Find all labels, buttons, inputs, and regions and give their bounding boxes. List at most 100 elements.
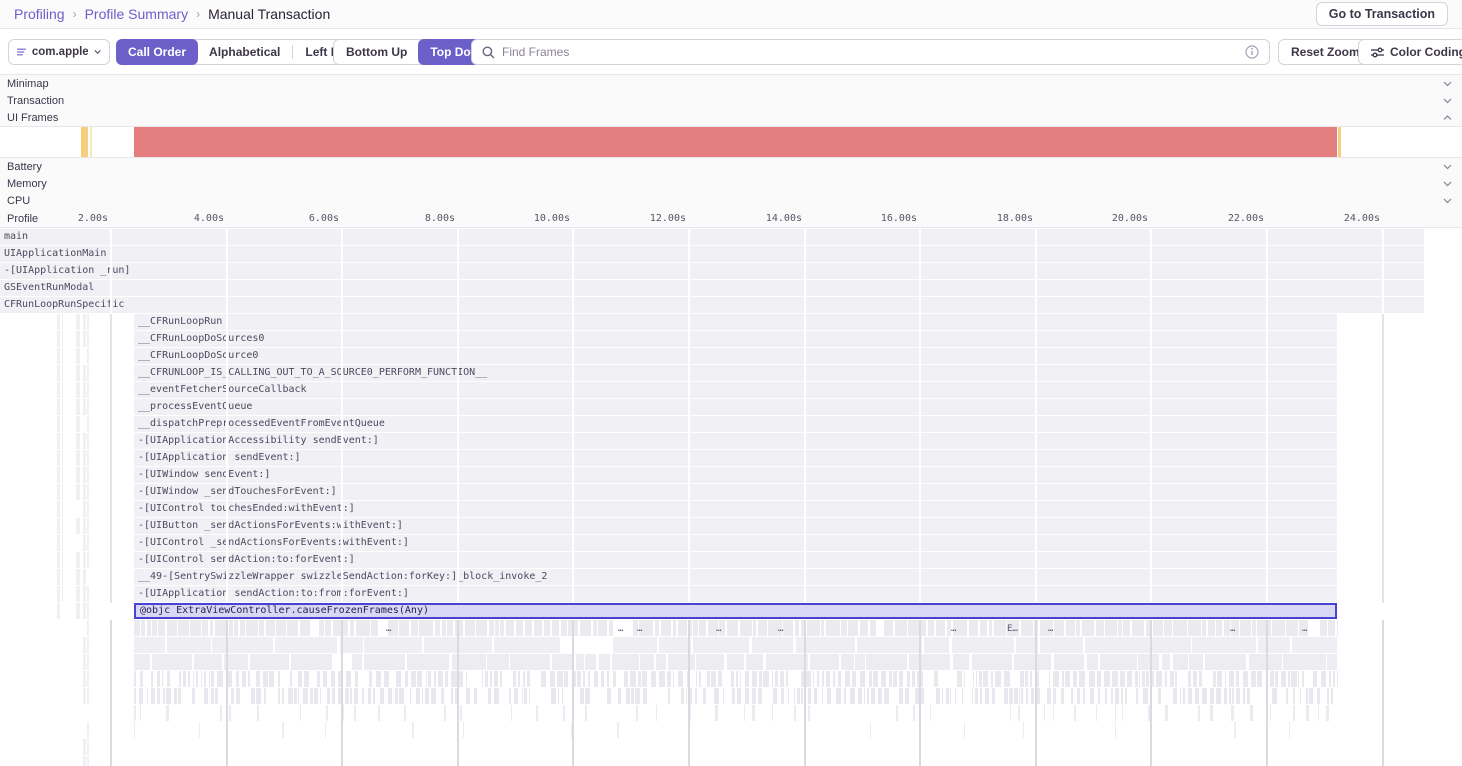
flame-frame-tiny[interactable] [409,688,412,704]
flame-frame-tiny[interactable] [1230,705,1234,721]
flame-frame-tiny[interactable] [134,722,136,738]
flame-frame-tiny[interactable] [639,620,654,636]
flame-frame-tiny[interactable] [281,688,285,704]
flame-frame-tiny[interactable] [699,620,706,636]
flame-frame-tiny[interactable] [278,688,280,704]
flame-frame-tiny[interactable] [1009,705,1011,721]
flame-frame-tiny[interactable] [494,688,499,704]
flame-frame-tiny[interactable] [956,671,963,687]
flame-frame-tiny[interactable] [534,620,543,636]
flame-frame-tiny[interactable] [515,620,524,636]
flame-frame-tiny[interactable] [625,688,630,704]
flame-frame-tiny[interactable] [884,688,889,704]
flame-frame-tiny[interactable] [771,671,774,687]
flame-frame-small[interactable] [76,399,80,415]
flame-frame-tiny[interactable] [666,671,671,687]
flame-frame-tiny[interactable] [217,671,224,687]
flame-frame-tiny[interactable] [1060,688,1065,704]
chevron-down-icon[interactable] [1443,164,1452,170]
flame-frame-tiny[interactable] [278,671,281,687]
flame-frame-tiny[interactable] [1053,654,1085,670]
flame-frame-tiny[interactable] [1135,671,1138,687]
flame-frame-tiny[interactable] [751,688,757,704]
flame-frame-tiny[interactable] [911,671,915,687]
flame-frame-small[interactable] [57,348,60,364]
flame-frame-small[interactable] [62,501,63,517]
flame-frame-tiny[interactable] [1269,671,1275,687]
flame-frame-tiny[interactable] [189,620,201,636]
flame-frame-tiny[interactable] [215,620,228,636]
flame-frame-tiny[interactable] [1272,620,1286,636]
flame-frame-tiny[interactable] [869,620,876,636]
flame-frame-small[interactable] [57,314,60,330]
flame-frame-small[interactable] [62,450,63,466]
flame-frame-tiny[interactable] [297,688,300,704]
flame-frame-tiny[interactable] [933,671,939,687]
flame-frame-tiny[interactable] [772,705,774,721]
flame-frame-small[interactable] [57,569,60,585]
flame-frame-tiny[interactable] [746,654,763,670]
flame-frame-tiny[interactable] [946,688,949,704]
flame-frame-small[interactable] [76,433,80,449]
flame-frame-tiny[interactable] [433,671,436,687]
flame-frame-tiny[interactable] [161,671,163,687]
flame-frame-tiny[interactable] [947,620,952,636]
flame-frame-tiny[interactable] [659,637,692,653]
flame-frame-tiny[interactable] [163,688,165,704]
flame-frame-tiny[interactable] [201,620,209,636]
flame-frame-tiny[interactable] [522,671,525,687]
flame-frame-tiny[interactable] [1082,688,1085,704]
flame-frame-small[interactable] [87,739,89,755]
flame-frame-tiny[interactable] [384,671,389,687]
flame-frame-tiny[interactable] [377,705,380,721]
flame-frame-small[interactable] [62,331,63,347]
flame-frame-small[interactable] [57,518,60,534]
flame-frame-tiny[interactable] [255,671,261,687]
flame-frame-tiny[interactable] [1004,671,1010,687]
flame-frame-tiny[interactable] [1036,688,1041,704]
flame-frame-tiny[interactable] [971,688,973,704]
flame-frame-small[interactable] [83,314,86,330]
flame-frame-tiny[interactable] [489,671,493,687]
flame-frame-tiny[interactable] [242,671,247,687]
flame-frame-tiny[interactable] [1146,620,1152,636]
flame-frame-tiny[interactable] [211,671,215,687]
flame-frame-tiny[interactable] [577,671,582,687]
flame-frame-tiny[interactable] [801,620,806,636]
flame-frame-tiny[interactable] [980,688,982,704]
flame-frame-tiny[interactable] [465,671,468,687]
flame-frame-tiny[interactable] [493,671,499,687]
flame-frame-small[interactable] [87,348,89,364]
flame-frame-tiny[interactable] [246,620,258,636]
flame-frame-tiny[interactable] [809,654,840,670]
flame-frame-small[interactable] [57,586,60,602]
section-battery[interactable]: Battery [0,158,1462,176]
flame-frame-tiny[interactable] [1085,637,1150,653]
flame-frame-tiny[interactable] [686,671,689,687]
flame-frame-tiny[interactable] [672,671,675,687]
flame-frame-tiny[interactable] [1207,620,1215,636]
flame-frame-tiny[interactable] [1114,722,1117,738]
flame-frame-small[interactable] [62,569,63,585]
flame-frame-tiny[interactable] [840,620,847,636]
flame-frame-tiny[interactable] [1006,620,1019,636]
flame-frame-tiny[interactable] [1309,688,1314,704]
flame-frame-tiny[interactable] [299,705,301,721]
flame-frame-tiny[interactable] [979,620,988,636]
flame-frame-tiny[interactable] [551,620,560,636]
flame-frame-tiny[interactable] [454,620,463,636]
flame-frame-tiny[interactable] [1182,688,1185,704]
flame-frame-tiny[interactable] [1052,705,1055,721]
flame-frame-tiny[interactable] [459,671,463,687]
flame-frame-tiny[interactable] [173,688,177,704]
flame-frame[interactable]: -[UIControl _sendActionsForEvents:withEv… [134,535,1337,551]
flame-frame-tiny[interactable] [1115,705,1117,721]
flame-frame-tiny[interactable] [1132,620,1145,636]
flame-frame-tiny[interactable] [1292,688,1295,704]
flame-frame-small[interactable] [62,399,63,415]
flame-frame-tiny[interactable] [1212,671,1216,687]
flame-frame-tiny[interactable] [354,671,358,687]
flame-frame-tiny[interactable] [1201,688,1207,704]
flame-frame-tiny[interactable] [1286,688,1289,704]
flame-frame-tiny[interactable] [678,620,688,636]
